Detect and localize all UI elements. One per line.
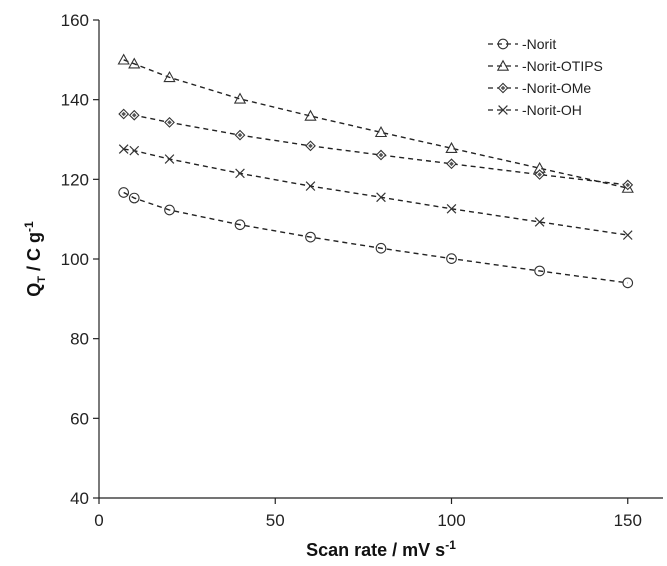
data-point bbox=[235, 168, 245, 179]
y-tick-label: 40 bbox=[70, 489, 89, 508]
data-point bbox=[233, 92, 247, 104]
data-point-fill bbox=[237, 132, 243, 138]
x-axis-title-main: Scan rate / mV s bbox=[306, 540, 445, 560]
y-tick-label: 140 bbox=[61, 91, 89, 110]
series-line bbox=[123, 191, 628, 284]
x-axis-title: Scan rate / mV s-1 bbox=[306, 538, 456, 560]
legend-entry: -Norit-OTIPS bbox=[488, 58, 603, 74]
x-tick-label: 50 bbox=[266, 511, 285, 530]
data-point bbox=[129, 145, 140, 156]
data-point bbox=[128, 109, 140, 121]
legend-label: -Norit-OTIPS bbox=[522, 58, 603, 74]
data-point bbox=[164, 154, 175, 164]
data-point-fill bbox=[121, 111, 126, 117]
y-axis-title-rest: / C g bbox=[24, 232, 44, 276]
data-point bbox=[234, 219, 246, 231]
data-point bbox=[305, 140, 316, 152]
legend-entry: -Norit bbox=[488, 36, 556, 52]
y-tick-label: 160 bbox=[61, 11, 89, 30]
data-point-fill bbox=[308, 143, 313, 149]
series-line bbox=[123, 148, 628, 236]
data-point bbox=[534, 169, 546, 180]
y-tick-label: 120 bbox=[61, 170, 89, 189]
y-tick-label: 60 bbox=[70, 409, 89, 428]
axes: 40 60 80 100 120 140 160 0 50 100 150 bbox=[61, 11, 663, 530]
data-point bbox=[118, 144, 129, 154]
data-point bbox=[375, 242, 387, 254]
legend-marker bbox=[498, 105, 508, 115]
data-point bbox=[446, 203, 457, 214]
series-norit bbox=[118, 187, 634, 289]
data-point bbox=[128, 192, 140, 204]
data-point bbox=[118, 108, 130, 120]
legend-entry: -Norit-OH bbox=[488, 102, 582, 118]
data-point-fill bbox=[449, 161, 454, 167]
y-axis-title-sub: T bbox=[36, 276, 48, 283]
x-axis-title-sup: -1 bbox=[445, 538, 456, 552]
data-point bbox=[164, 204, 175, 216]
x-tick-label: 100 bbox=[437, 511, 465, 530]
legend-marker bbox=[497, 82, 509, 94]
y-axis-title-main: Q bbox=[24, 283, 44, 297]
y-axis-title-sup: -1 bbox=[22, 221, 36, 232]
series-line bbox=[123, 113, 628, 186]
data-point bbox=[622, 230, 633, 240]
legend-entry: -Norit-OMe bbox=[488, 80, 591, 96]
data-point bbox=[534, 217, 545, 227]
series-norit-ome bbox=[118, 108, 634, 191]
legend-marker bbox=[497, 38, 509, 50]
legend-label: -Norit-OMe bbox=[522, 80, 591, 96]
data-point-fill bbox=[537, 172, 542, 177]
legend-marker-fill bbox=[500, 85, 506, 91]
data-point bbox=[305, 231, 316, 243]
data-point bbox=[304, 109, 317, 121]
y-tick-label: 100 bbox=[61, 250, 89, 269]
legend-label: -Norit bbox=[522, 36, 556, 52]
data-point bbox=[234, 129, 246, 141]
data-point bbox=[534, 265, 545, 277]
plot-area bbox=[117, 53, 634, 289]
data-point bbox=[375, 149, 387, 161]
y-tick-label: 80 bbox=[70, 330, 89, 349]
data-point-fill bbox=[167, 120, 172, 125]
legend-label: -Norit-OH bbox=[522, 102, 582, 118]
data-point bbox=[374, 125, 388, 138]
data-point bbox=[445, 141, 458, 153]
legend: -Norit -Norit-OTIPS -Norit-OMe -Norit-OH bbox=[488, 36, 603, 118]
data-point bbox=[446, 158, 457, 170]
data-point bbox=[446, 253, 457, 264]
data-point bbox=[305, 181, 316, 191]
data-point bbox=[164, 116, 175, 128]
y-axis-title: QT / C g-1 bbox=[22, 221, 48, 297]
data-point-fill bbox=[625, 182, 631, 188]
data-point bbox=[622, 179, 634, 191]
data-point bbox=[622, 277, 634, 289]
data-point bbox=[163, 71, 176, 83]
x-tick-label: 0 bbox=[94, 511, 103, 530]
legend-marker bbox=[496, 59, 510, 71]
series-norit-oh bbox=[118, 144, 633, 240]
data-point bbox=[118, 187, 130, 198]
series-line bbox=[123, 59, 628, 189]
data-point bbox=[128, 57, 141, 69]
data-point-fill bbox=[378, 152, 384, 158]
x-tick-label: 150 bbox=[614, 511, 642, 530]
data-point bbox=[376, 192, 386, 203]
series-norit-otips bbox=[117, 53, 634, 193]
data-point-fill bbox=[131, 112, 137, 118]
data-point bbox=[117, 53, 130, 65]
